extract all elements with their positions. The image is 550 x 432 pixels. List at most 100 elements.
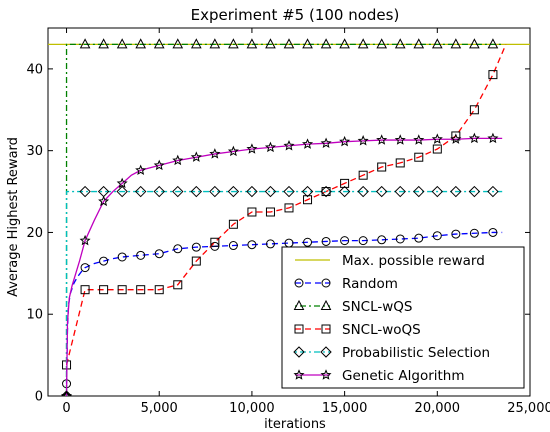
data-point: [284, 203, 294, 213]
y-tick-label: 20: [26, 226, 43, 241]
data-point: [395, 158, 405, 168]
data-point: [209, 148, 221, 159]
legend-entry: SNCL-woQS: [294, 322, 421, 338]
data-point: [450, 133, 462, 144]
legend-entry: Random: [294, 276, 398, 292]
data-point: [394, 38, 406, 49]
series-layer: [48, 38, 530, 396]
data-point: [117, 252, 127, 262]
data-point: [302, 138, 314, 149]
data-point: [209, 38, 221, 49]
legend-label: SNCL-wQS: [342, 299, 413, 315]
series-sncl-woqs: [62, 44, 507, 370]
data-point: [246, 38, 258, 49]
legend-marker: [321, 278, 331, 288]
data-point: [153, 159, 165, 171]
data-point: [450, 185, 462, 198]
data-point: [487, 38, 499, 49]
data-point: [153, 38, 165, 49]
legend-entry: Genetic Algorithm: [293, 368, 465, 384]
data-point: [79, 234, 91, 246]
data-point: [172, 154, 184, 166]
data-point: [79, 38, 91, 49]
data-point: [191, 242, 201, 252]
legend-entry: Probabilistic Selection: [293, 345, 490, 361]
legend-marker: [320, 346, 332, 358]
data-point: [450, 38, 462, 49]
data-point: [376, 134, 388, 145]
data-point: [99, 285, 109, 295]
y-tick-label: 30: [26, 144, 43, 159]
data-point: [413, 134, 425, 145]
legend-marker: [320, 299, 332, 310]
data-point: [190, 38, 202, 49]
data-point: [116, 38, 128, 49]
data-point: [377, 162, 387, 172]
data-point: [172, 38, 184, 49]
data-point: [469, 105, 479, 115]
data-point: [228, 38, 239, 49]
data-point: [487, 185, 499, 198]
legend-label: Probabilistic Selection: [342, 345, 490, 361]
data-point: [247, 207, 257, 217]
data-point: [487, 132, 499, 144]
data-point: [338, 185, 351, 198]
legend-marker: [293, 299, 305, 310]
x-axis-label: iterations: [264, 417, 326, 432]
series-random: [62, 227, 503, 389]
data-point: [339, 135, 351, 147]
data-point: [394, 134, 406, 145]
data-point: [358, 236, 368, 246]
y-tick-label: 0: [35, 390, 43, 405]
y-tick-label: 40: [26, 62, 43, 77]
data-point: [432, 144, 442, 154]
x-tick-label: 5,000: [141, 401, 178, 416]
data-point: [339, 38, 350, 49]
data-point: [320, 38, 332, 49]
data-point: [63, 389, 70, 396]
data-point: [451, 131, 461, 141]
data-point: [154, 249, 164, 259]
legend-box: [281, 246, 525, 389]
data-point: [303, 237, 313, 247]
data-point: [98, 195, 110, 207]
data-point: [135, 164, 147, 175]
data-point: [469, 38, 480, 49]
data-point: [80, 263, 90, 273]
data-point: [190, 151, 202, 162]
data-point: [413, 38, 425, 49]
data-point: [173, 280, 183, 290]
data-point: [209, 185, 221, 198]
data-point: [264, 185, 277, 198]
data-point: [340, 178, 350, 188]
series-line: [65, 44, 507, 366]
data-point: [79, 185, 91, 198]
data-point: [488, 227, 498, 237]
x-tick-label: 0: [62, 401, 70, 416]
data-point: [134, 185, 147, 198]
data-point: [375, 185, 388, 198]
data-point: [340, 236, 350, 246]
data-point: [283, 139, 295, 151]
x-tick-label: 20,000: [415, 401, 461, 416]
series-genetic-algorithm: [61, 132, 503, 396]
legend-label: Random: [342, 276, 398, 292]
data-point: [377, 235, 387, 245]
data-point: [265, 38, 276, 49]
data-point: [117, 285, 127, 295]
data-point: [431, 133, 443, 144]
data-point: [265, 239, 275, 249]
x-tick-label: 25,000: [507, 401, 550, 416]
data-point: [469, 228, 479, 238]
series-line: [65, 231, 503, 384]
data-point: [80, 285, 90, 295]
data-point: [357, 135, 369, 146]
data-point: [357, 38, 369, 49]
data-point: [136, 285, 146, 295]
data-point: [227, 145, 239, 157]
data-point: [394, 185, 406, 198]
data-point: [227, 185, 240, 198]
legend-entry: SNCL-wQS: [293, 299, 413, 315]
data-point: [210, 237, 220, 247]
data-point: [61, 390, 73, 396]
